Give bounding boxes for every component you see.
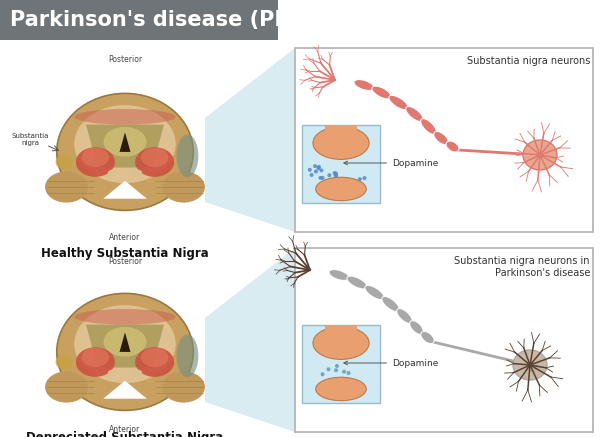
Ellipse shape — [74, 305, 176, 383]
Polygon shape — [103, 381, 147, 399]
Ellipse shape — [397, 309, 412, 323]
Ellipse shape — [74, 309, 176, 325]
Ellipse shape — [372, 86, 391, 99]
Ellipse shape — [347, 276, 367, 289]
Ellipse shape — [347, 371, 350, 375]
Ellipse shape — [316, 177, 366, 201]
Text: Posterior: Posterior — [108, 55, 142, 65]
Ellipse shape — [308, 168, 312, 172]
Ellipse shape — [536, 152, 548, 162]
Text: Dopamine: Dopamine — [344, 358, 439, 368]
Ellipse shape — [57, 293, 193, 410]
Ellipse shape — [135, 147, 174, 177]
Ellipse shape — [141, 148, 168, 167]
Bar — [295, 248, 593, 432]
Ellipse shape — [313, 164, 317, 168]
Ellipse shape — [108, 369, 119, 376]
Ellipse shape — [131, 369, 142, 376]
Ellipse shape — [410, 321, 424, 334]
Ellipse shape — [56, 155, 73, 169]
Ellipse shape — [104, 327, 146, 357]
Ellipse shape — [82, 347, 109, 367]
Bar — [302, 125, 380, 203]
Text: Substantia
nigra: Substantia nigra — [11, 133, 49, 146]
Ellipse shape — [135, 347, 174, 377]
Ellipse shape — [317, 165, 321, 169]
Ellipse shape — [314, 170, 318, 173]
Ellipse shape — [56, 355, 73, 369]
Text: Dopamine: Dopamine — [344, 159, 439, 167]
Ellipse shape — [334, 173, 338, 177]
Ellipse shape — [358, 177, 362, 181]
Ellipse shape — [76, 147, 115, 177]
Ellipse shape — [326, 368, 331, 371]
Text: Anterior: Anterior — [109, 426, 140, 434]
Ellipse shape — [82, 148, 109, 167]
Ellipse shape — [319, 176, 322, 180]
Polygon shape — [205, 248, 295, 432]
Polygon shape — [103, 181, 147, 199]
Bar — [325, 125, 356, 135]
Text: Healthy Substantia Nigra: Healthy Substantia Nigra — [41, 247, 209, 260]
Ellipse shape — [313, 127, 369, 160]
Ellipse shape — [320, 176, 325, 180]
Text: Substantia nigra neurons in
Parkinson's disease: Substantia nigra neurons in Parkinson's … — [455, 256, 590, 277]
Ellipse shape — [320, 372, 325, 376]
Ellipse shape — [141, 347, 168, 367]
Ellipse shape — [526, 362, 538, 372]
Text: Depreciated Substantia Nigra: Depreciated Substantia Nigra — [26, 430, 224, 437]
Bar — [325, 325, 356, 335]
Ellipse shape — [362, 176, 367, 180]
Ellipse shape — [316, 377, 366, 401]
Ellipse shape — [57, 94, 193, 210]
Ellipse shape — [446, 141, 459, 152]
Ellipse shape — [176, 134, 199, 177]
Ellipse shape — [313, 326, 369, 359]
Ellipse shape — [162, 371, 205, 402]
Polygon shape — [86, 325, 164, 368]
Ellipse shape — [310, 173, 314, 177]
Bar — [295, 48, 593, 232]
Ellipse shape — [74, 109, 176, 125]
Ellipse shape — [176, 334, 199, 377]
Text: Anterior: Anterior — [109, 233, 140, 243]
Ellipse shape — [513, 350, 547, 380]
Ellipse shape — [335, 364, 339, 368]
Ellipse shape — [74, 105, 176, 183]
Ellipse shape — [131, 170, 142, 177]
Ellipse shape — [365, 285, 384, 300]
Ellipse shape — [162, 171, 205, 203]
Polygon shape — [205, 48, 295, 232]
Ellipse shape — [317, 166, 320, 170]
Ellipse shape — [434, 132, 448, 145]
Ellipse shape — [334, 173, 338, 178]
Ellipse shape — [45, 371, 88, 402]
Ellipse shape — [334, 368, 338, 372]
Ellipse shape — [342, 370, 346, 374]
Text: Substantia nigra neurons: Substantia nigra neurons — [467, 56, 590, 66]
Ellipse shape — [334, 171, 338, 175]
Polygon shape — [119, 132, 130, 152]
Ellipse shape — [332, 171, 337, 175]
Ellipse shape — [76, 347, 115, 377]
Ellipse shape — [421, 331, 434, 343]
Ellipse shape — [319, 168, 323, 173]
Ellipse shape — [382, 297, 399, 312]
Polygon shape — [119, 333, 130, 352]
Ellipse shape — [406, 107, 423, 121]
Ellipse shape — [108, 170, 119, 177]
Ellipse shape — [389, 95, 408, 110]
Text: Posterior: Posterior — [108, 257, 142, 267]
Ellipse shape — [354, 80, 374, 90]
Ellipse shape — [421, 119, 436, 134]
Ellipse shape — [45, 171, 88, 203]
Bar — [0, 0, 278, 40]
Ellipse shape — [104, 127, 146, 156]
Text: Parkinson's disease (PD): Parkinson's disease (PD) — [10, 10, 301, 30]
Ellipse shape — [523, 140, 557, 170]
Ellipse shape — [328, 173, 331, 177]
Polygon shape — [86, 125, 164, 167]
Ellipse shape — [329, 270, 349, 281]
Bar — [302, 325, 380, 403]
